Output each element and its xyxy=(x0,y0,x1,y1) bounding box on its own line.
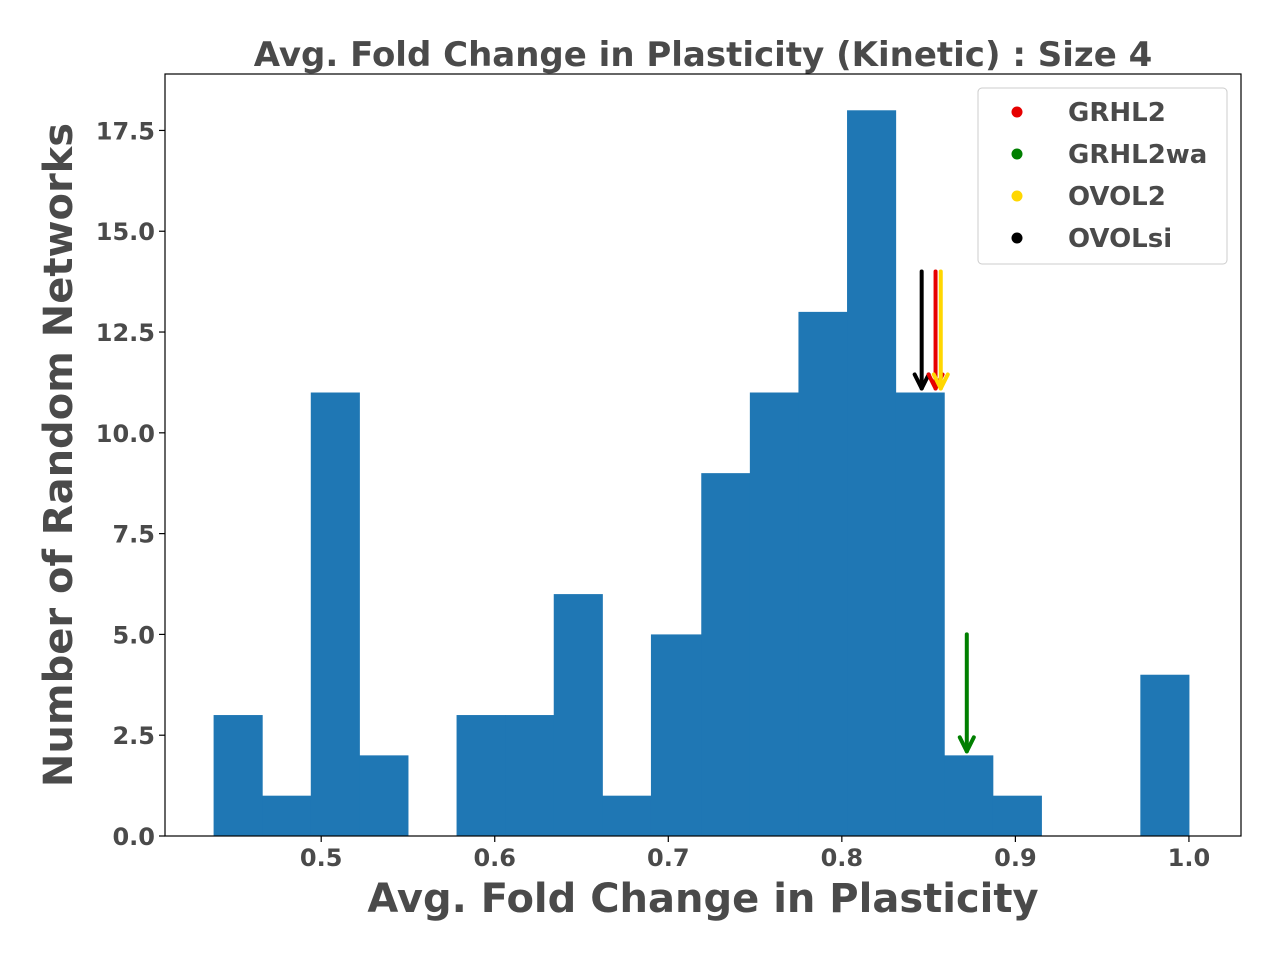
legend: GRHL2 GRHL2wa OVOL2 OVOLsi xyxy=(977,87,1228,265)
histogram-bar-11 xyxy=(749,392,799,836)
legend-entry-grhl2wa: GRHL2wa xyxy=(1011,140,1207,170)
y-tick-label: 12.5 xyxy=(96,319,155,347)
legend-box xyxy=(977,87,1228,265)
y-tick-label: 5.0 xyxy=(112,621,155,649)
plot-frame xyxy=(164,73,1242,837)
histogram-bar-19 xyxy=(1140,674,1190,836)
histogram-bar-6 xyxy=(505,715,555,836)
legend-entry-ovolsi: OVOLsi xyxy=(1011,224,1172,254)
chart-title: Avg. Fold Change in Plasticity (Kinetic)… xyxy=(254,35,1153,75)
bars-group xyxy=(213,110,1190,837)
arrow-head xyxy=(957,735,976,754)
legend-label: OVOL2 xyxy=(1068,182,1166,212)
histogram-bar-12 xyxy=(798,311,848,836)
legend-marker xyxy=(1011,232,1023,244)
histogram-bar-2 xyxy=(310,392,360,836)
x-tick-label: 0.7 xyxy=(647,844,690,872)
x-tick-label: 1.0 xyxy=(1168,844,1211,872)
legend-label: GRHL2wa xyxy=(1068,140,1207,170)
histogram-bar-15 xyxy=(944,755,994,836)
y-tick-label: 0.0 xyxy=(112,823,155,851)
legend-label: GRHL2 xyxy=(1068,98,1166,128)
histogram-bar-3 xyxy=(359,755,409,836)
y-tick-label: 10.0 xyxy=(96,420,155,448)
histogram-bar-7 xyxy=(553,594,603,836)
legend-label: OVOLsi xyxy=(1068,224,1172,254)
y-tick-label: 2.5 xyxy=(112,722,155,750)
y-tick-label: 7.5 xyxy=(112,521,155,549)
x-tick-label: 0.6 xyxy=(473,844,516,872)
x-tick-label: 0.8 xyxy=(821,844,864,872)
histogram-bar-8 xyxy=(602,795,652,836)
x-tick-label: 0.9 xyxy=(994,844,1037,872)
arrow-ovolsi xyxy=(912,269,931,391)
arrow-grhl2wa xyxy=(957,632,976,754)
arrow-ovol2 xyxy=(931,269,950,391)
legend-entry-grhl2: GRHL2 xyxy=(1011,98,1166,128)
y-tick-label: 15.0 xyxy=(96,218,155,246)
histogram-bar-5 xyxy=(456,715,506,836)
histogram-bar-14 xyxy=(895,392,945,836)
arrow-head xyxy=(931,372,950,391)
arrow-head xyxy=(912,372,931,391)
y-tick-label: 17.5 xyxy=(96,117,155,145)
histogram-bar-10 xyxy=(701,473,751,836)
x-tick-label: 0.5 xyxy=(300,844,343,872)
y-axis-label: Number of Random Networks xyxy=(36,123,82,787)
x-axis-ticks: 0.5 0.6 0.7 0.8 0.9 1.0 xyxy=(300,836,1210,872)
legend-marker xyxy=(1011,106,1023,118)
legend-entry-ovol2: OVOL2 xyxy=(1011,182,1166,212)
y-axis-ticks: 0.0 2.5 5.0 7.5 10.0 12.5 15.0 17.5 xyxy=(96,117,165,851)
legend-marker xyxy=(1011,148,1023,160)
histogram-bar-0 xyxy=(213,715,263,836)
x-axis-label: Avg. Fold Change in Plasticity xyxy=(367,876,1038,922)
arrows-group xyxy=(912,269,976,754)
histogram-bar-1 xyxy=(262,795,312,836)
histogram-bar-9 xyxy=(650,634,702,836)
histogram-bar-16 xyxy=(992,795,1042,836)
histogram-bar-13 xyxy=(847,110,897,837)
legend-marker xyxy=(1011,190,1023,202)
